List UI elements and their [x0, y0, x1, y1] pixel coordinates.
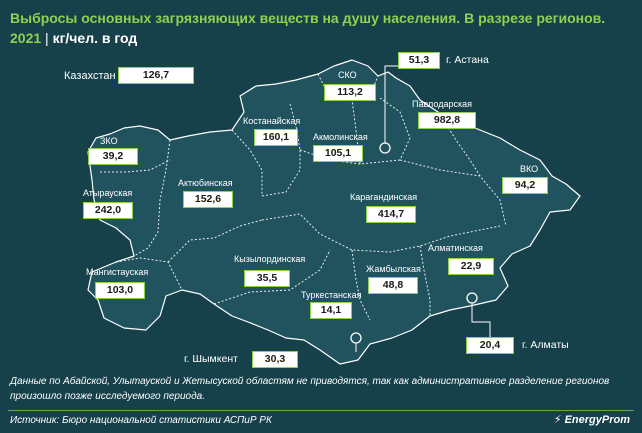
- title-unit: кг/чел. в год: [52, 30, 138, 46]
- region-name-zhambyl: Жамбылская: [366, 264, 421, 274]
- region-name-akmola: Акмолинская: [313, 132, 368, 142]
- shymkent-marker: [350, 332, 362, 344]
- city-name-almaty: г. Алматы: [522, 339, 569, 351]
- almaty-leader: [471, 300, 491, 338]
- region-value-vko: 94,2: [502, 177, 548, 194]
- region-name-almaty: Алматинская: [428, 243, 483, 253]
- region-name-atyrau: Атырауская: [83, 188, 133, 198]
- city-name-astana: г. Астана: [446, 54, 489, 66]
- brand-name: EnergyProm: [564, 414, 630, 426]
- city-value-astana: 51,3: [398, 52, 440, 69]
- astana-marker: [379, 142, 391, 154]
- chart-title: Выбросы основных загрязняющих веществ на…: [10, 8, 630, 48]
- region-value-zko: 39,2: [88, 148, 138, 165]
- region-value-pavlodar: 982,8: [418, 112, 476, 129]
- source-text: Источник: Бюро национальной статистики А…: [10, 415, 272, 426]
- region-name-turkestan: Туркестанская: [301, 290, 362, 300]
- city-value-shymkent: 30,3: [252, 351, 298, 368]
- city-value-almaty: 20,4: [466, 337, 514, 354]
- footnote: Данные по Абайской, Улытауской и Жетысус…: [10, 376, 610, 402]
- region-name-vko: ВКО: [520, 164, 539, 174]
- region-value-kostanay: 160,1: [254, 129, 298, 146]
- region-value-zhambyl: 48,8: [368, 277, 418, 294]
- region-name-kostanay: Костанайская: [243, 116, 301, 126]
- region-name-pavlodar: Павлодарская: [412, 99, 472, 109]
- region-value-turkestan: 14,1: [310, 302, 352, 319]
- brand-logo: ⚡ EnergyProm: [554, 413, 630, 426]
- region-value-karaganda: 414,7: [366, 206, 416, 223]
- kazakhstan-label: Казахстан: [64, 70, 116, 82]
- region-value-kyzylorda: 35,5: [244, 270, 290, 287]
- region-name-zko: ЗКО: [100, 136, 118, 146]
- region-value-sko: 113,2: [324, 84, 376, 101]
- title-year: 2021: [10, 30, 42, 46]
- region-value-aktobe: 152,6: [183, 191, 233, 208]
- kazakhstan-value: 126,7: [118, 67, 194, 84]
- footer-divider: [8, 410, 634, 411]
- region-name-karaganda: Карагандинская: [350, 192, 418, 202]
- title-line1: Выбросы основных загрязняющих веществ на…: [10, 10, 606, 26]
- city-name-shymkent: г. Шымкент: [184, 353, 238, 365]
- almaty-marker: [466, 292, 478, 304]
- region-value-akmola: 105,1: [313, 145, 363, 162]
- region-value-atyrau: 242,0: [83, 202, 133, 219]
- map-regions: [87, 59, 581, 365]
- region-value-almaty: 22,9: [448, 258, 494, 275]
- astana-leader: [384, 65, 400, 148]
- region-name-kyzylorda: Кызылординская: [234, 254, 306, 264]
- country-outline: [87, 59, 581, 365]
- region-name-aktobe: Актюбинская: [178, 178, 233, 188]
- lightning-icon: ⚡: [553, 414, 562, 426]
- region-name-sko: СКО: [338, 70, 357, 80]
- region-name-mangistau: Мангистауская: [86, 267, 149, 277]
- title-separator: |: [45, 30, 49, 46]
- region-value-mangistau: 103,0: [95, 282, 145, 299]
